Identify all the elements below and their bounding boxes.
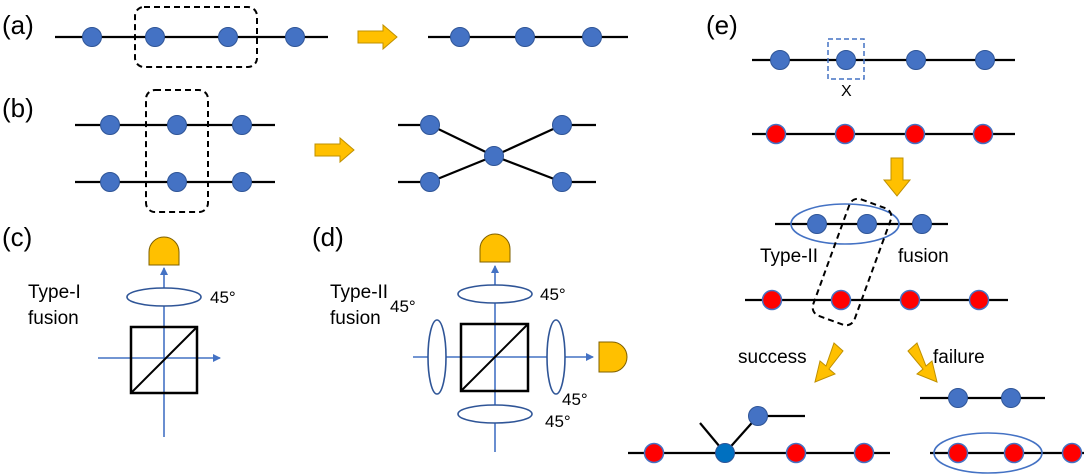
blue-node — [948, 388, 968, 408]
fusion-label: fusion — [330, 308, 381, 329]
red-node — [765, 123, 787, 145]
blue-node — [975, 50, 995, 70]
red-node — [830, 289, 852, 311]
angle-left: 45° — [390, 297, 416, 316]
blue-node — [912, 214, 932, 234]
blue-node — [484, 146, 504, 166]
blue-node — [552, 172, 572, 192]
red-node — [899, 289, 921, 311]
panel-a — [55, 6, 628, 68]
blue-node — [450, 27, 470, 47]
panel-b — [75, 89, 596, 213]
blue-node — [552, 115, 572, 135]
panel-label-e: (e) — [706, 10, 738, 40]
type-ii-label: Type-II — [760, 246, 818, 267]
panel-label-c: (c) — [2, 222, 32, 252]
waveplate-bottom — [457, 404, 533, 424]
panel-e — [628, 38, 1084, 474]
failure-label: failure — [933, 347, 985, 368]
panel-label-d: (d) — [312, 222, 344, 252]
angle-top: 45° — [540, 285, 566, 304]
red-node — [853, 442, 875, 464]
beam-splitter — [459, 322, 530, 393]
panel-label-a: (a) — [2, 10, 34, 40]
down-arrow-icon — [882, 157, 912, 197]
blue-node — [232, 172, 252, 192]
qubit-group-outline — [790, 203, 900, 245]
blue-node — [100, 115, 120, 135]
fusion-box — [134, 6, 258, 68]
type-i-label: Type-I — [28, 282, 81, 303]
blue-node — [770, 50, 790, 70]
red-node — [785, 442, 807, 464]
blue-node — [807, 214, 827, 234]
blue-node — [167, 172, 187, 192]
blue-node — [857, 214, 877, 234]
blue-node — [906, 50, 926, 70]
success-arrow-icon — [814, 342, 844, 383]
angle-right: 45° — [562, 390, 588, 409]
fusion-label: fusion — [28, 308, 79, 329]
red-node — [904, 123, 926, 145]
right-arrow-icon — [314, 136, 355, 164]
selected-node-box — [827, 38, 865, 80]
beam-splitter — [129, 325, 199, 395]
angle-bottom: 45° — [545, 412, 571, 431]
detector-icon — [148, 236, 180, 266]
blue-node — [232, 115, 252, 135]
red-node — [1061, 442, 1083, 464]
red-node — [643, 442, 665, 464]
red-node — [834, 123, 856, 145]
red-node — [968, 289, 990, 311]
blue-node — [145, 27, 165, 47]
angle-label: 45° — [210, 288, 236, 307]
failure-arrow-icon — [907, 342, 938, 383]
blue-node — [167, 115, 187, 135]
blue-node — [515, 27, 535, 47]
blue-node — [420, 172, 440, 192]
waveplate-left — [427, 319, 447, 395]
detector-top-icon — [479, 233, 511, 263]
waveplate-top — [457, 284, 533, 304]
blue-node — [82, 27, 102, 47]
fused-node — [715, 443, 735, 463]
fusion-box — [811, 197, 893, 327]
red-node — [947, 442, 969, 464]
waveplate-right — [546, 319, 566, 395]
blue-node-selected — [836, 50, 856, 70]
qubit-group-outline — [933, 432, 1043, 474]
right-arrow-icon — [357, 23, 398, 51]
x-label: X — [841, 83, 852, 100]
blue-node — [218, 27, 238, 47]
panel-c — [98, 236, 221, 437]
waveplate — [126, 287, 202, 307]
type-ii-label: Type-II — [330, 282, 388, 303]
fusion-label: fusion — [898, 246, 949, 267]
blue-node — [1001, 388, 1021, 408]
blue-node — [420, 115, 440, 135]
red-node — [1003, 442, 1025, 464]
success-label: success — [738, 347, 807, 368]
red-node — [972, 123, 994, 145]
detector-right-icon — [598, 341, 628, 373]
panel-d — [413, 233, 628, 452]
panel-label-b: (b) — [2, 93, 34, 123]
blue-node — [748, 406, 768, 426]
red-node — [761, 289, 783, 311]
blue-node — [285, 27, 305, 47]
blue-node — [100, 172, 120, 192]
blue-node — [582, 27, 602, 47]
fusion-box — [145, 89, 209, 213]
